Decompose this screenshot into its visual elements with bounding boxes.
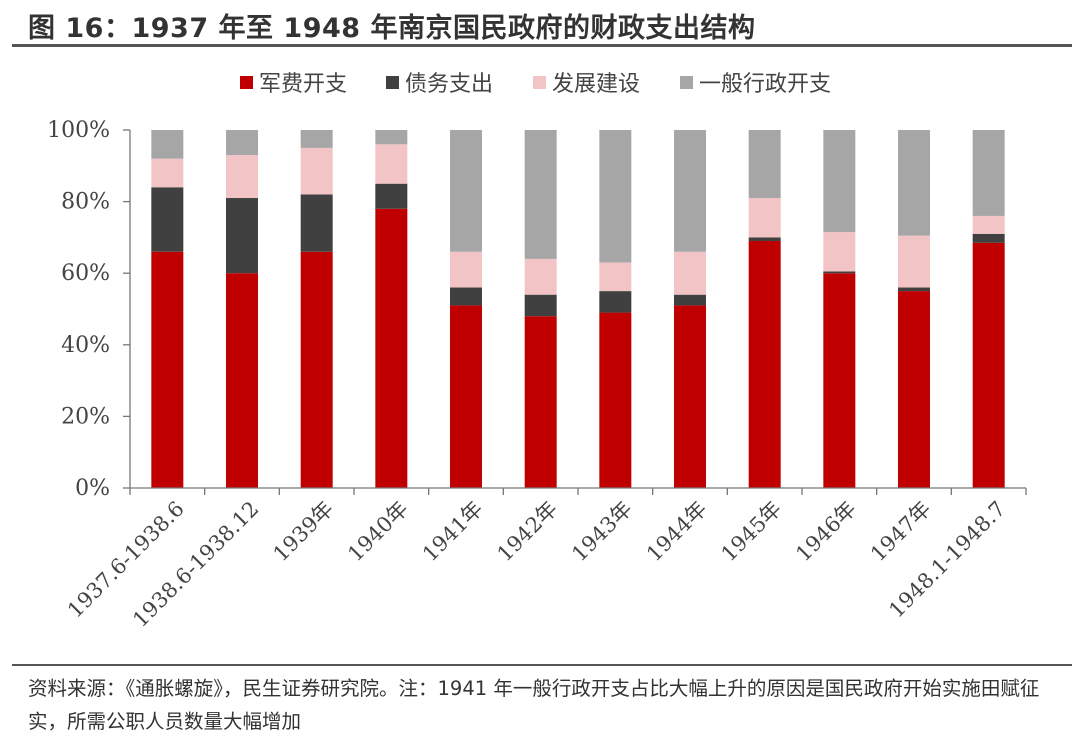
bar-segment — [599, 312, 632, 488]
legend-swatch-military — [240, 75, 253, 89]
bar-segment — [524, 316, 557, 488]
bar-segment — [524, 294, 557, 317]
bar-segment — [823, 232, 856, 272]
bar-segment — [898, 235, 930, 288]
bar-segment — [375, 183, 408, 209]
legend-label-military: 军费开支 — [259, 72, 348, 97]
bar-segment — [151, 187, 184, 252]
bar-segment — [823, 273, 856, 488]
figure-title: 图 16：1937 年至 1948 年南京国民政府的财政支出结构 — [28, 13, 756, 44]
bar-segment — [151, 130, 184, 159]
bar-segment — [599, 291, 632, 313]
legend-swatch-development — [533, 75, 546, 89]
bar-segment — [972, 130, 1005, 216]
stacked-bar-chart: 0% 20% 40% 60% 80% 100% 1937.6-1938.61938.6-1… — [47, 118, 1027, 632]
title-divider — [12, 44, 1072, 47]
bar-segment — [151, 251, 184, 488]
bar-segment — [226, 155, 258, 199]
legend-swatch-debt — [386, 75, 399, 89]
bar-segment — [972, 242, 1005, 488]
x-tick-label: 1940年 — [343, 497, 413, 567]
chart-legend: 军费开支 债务支出 发展建设 一般行政开支 — [0, 64, 1080, 100]
legend-label-debt: 债务支出 — [405, 72, 494, 97]
bar-segment — [748, 198, 781, 238]
x-tick-label: 1943年 — [567, 497, 637, 567]
bar-segment — [972, 233, 1005, 243]
bar-segment — [450, 287, 482, 306]
legend-label-development: 发展建设 — [552, 72, 641, 97]
y-tick-label: 0% — [75, 476, 110, 501]
bar-segment — [300, 130, 333, 148]
bar-segment — [823, 130, 856, 233]
bar-segment — [450, 130, 482, 252]
y-tick-label: 40% — [61, 333, 110, 358]
legend-label-admin: 一般行政开支 — [699, 72, 832, 97]
bar-segment — [375, 144, 408, 184]
x-tick-label: 1938.6-1938.12 — [128, 497, 263, 632]
bar-segment — [151, 158, 184, 188]
y-axis: 0% 20% 40% 60% 80% 100% — [47, 118, 131, 501]
bar-segment — [450, 305, 482, 488]
x-tick-label: 1941年 — [418, 497, 488, 567]
legend-item-debt: 债务支出 — [386, 64, 493, 100]
x-tick-label: 1939年 — [269, 497, 339, 567]
y-tick-label: 80% — [61, 190, 110, 215]
x-tick-label: 1945年 — [717, 497, 787, 567]
legend-swatch-admin — [680, 75, 693, 89]
bar-segment — [300, 194, 333, 252]
bar-segment — [674, 305, 706, 488]
bar-segment — [972, 215, 1005, 234]
bar-segment — [226, 273, 258, 488]
bar-segment — [748, 237, 781, 241]
bar-segment — [300, 251, 333, 488]
bar-segment — [524, 258, 557, 295]
bar-segment — [226, 198, 258, 274]
bar-segment — [674, 294, 706, 306]
legend-item-military: 军费开支 — [240, 64, 347, 100]
bar-segment — [226, 130, 258, 156]
bar-segment — [300, 147, 333, 195]
x-tick-label: 1946年 — [791, 497, 861, 567]
bar-segment — [450, 251, 482, 288]
bar-segment — [524, 130, 557, 259]
bar-segment — [375, 208, 408, 488]
bar-segment — [375, 130, 408, 145]
bar-segment — [674, 130, 706, 252]
bar-segment — [748, 130, 781, 199]
legend-item-admin: 一般行政开支 — [680, 64, 831, 100]
x-tick-label: 1947年 — [866, 497, 936, 567]
x-tick-label: 1944年 — [642, 497, 712, 567]
bars — [151, 130, 1005, 488]
bar-segment — [599, 130, 632, 263]
y-tick-label: 20% — [61, 404, 110, 429]
x-tick-label: 1942年 — [493, 497, 563, 567]
y-tick-label: 60% — [61, 261, 110, 286]
bar-segment — [599, 262, 632, 292]
bar-segment — [898, 130, 930, 236]
bar-segment — [823, 271, 856, 274]
y-tick-label: 100% — [47, 118, 110, 143]
bar-segment — [898, 287, 930, 292]
bar-segment — [748, 240, 781, 488]
bar-segment — [674, 251, 706, 295]
source-divider — [12, 664, 1072, 666]
bar-segment — [898, 291, 930, 488]
legend-item-development: 发展建设 — [533, 64, 640, 100]
source-note: 资料来源：《通胀螺旋》，民生证券研究院。注：1941 年一般行政开支占比大幅上升… — [28, 677, 1040, 733]
